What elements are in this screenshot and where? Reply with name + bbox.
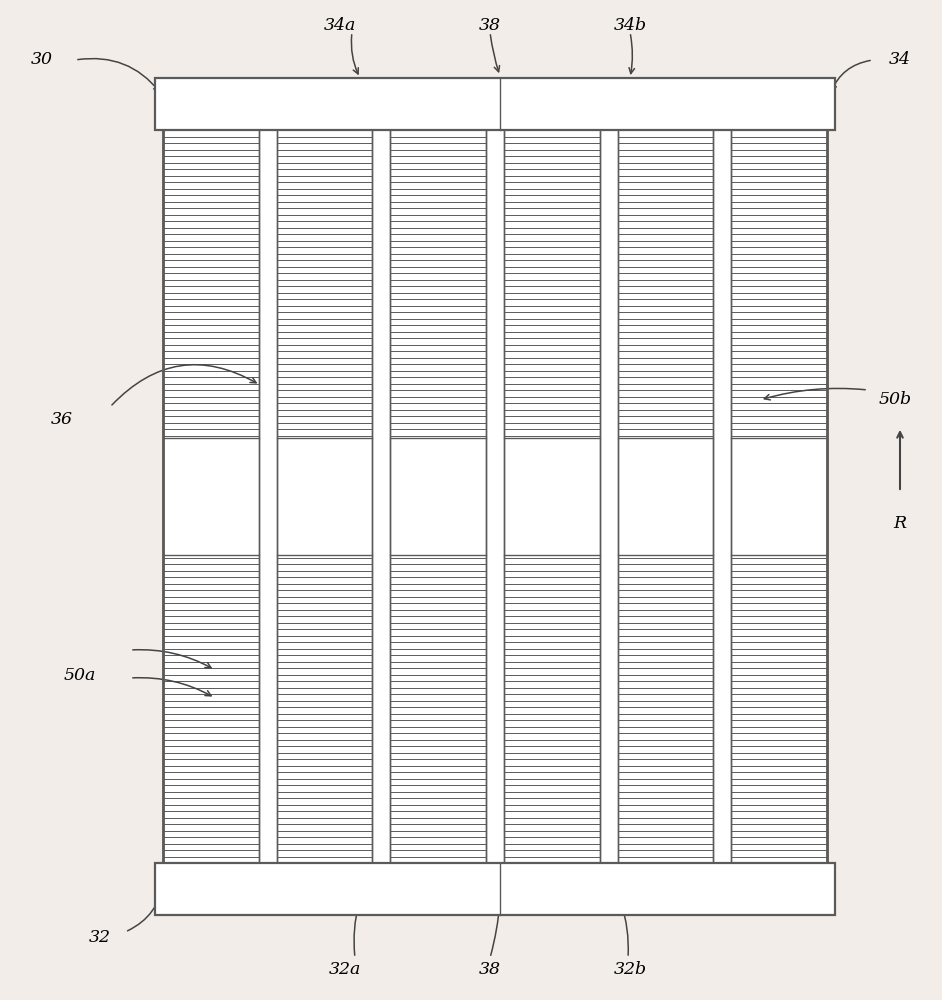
Bar [486, 130, 504, 863]
Text: 38: 38 [479, 962, 501, 978]
Text: 32a: 32a [329, 962, 361, 978]
Text: 36: 36 [51, 412, 73, 428]
Bar [163, 130, 259, 863]
Bar [259, 130, 277, 863]
Bar [163, 130, 827, 863]
Bar [277, 130, 372, 863]
Bar [390, 130, 486, 863]
Bar [372, 130, 390, 863]
Bar [713, 130, 731, 863]
Text: 34b: 34b [613, 16, 646, 33]
Text: 30: 30 [31, 51, 53, 68]
Text: 32b: 32b [613, 962, 646, 978]
Bar [618, 130, 713, 863]
Text: 50b: 50b [879, 391, 912, 408]
Bar [600, 130, 618, 863]
Bar [155, 78, 835, 130]
Bar [155, 863, 835, 915]
Bar [504, 130, 600, 863]
Text: 38: 38 [479, 16, 501, 33]
Text: 32: 32 [89, 930, 111, 946]
Text: 34a: 34a [324, 16, 356, 33]
Text: R: R [893, 516, 906, 532]
Bar [731, 130, 827, 863]
Text: 34: 34 [889, 51, 911, 68]
Text: 50a: 50a [64, 666, 96, 684]
